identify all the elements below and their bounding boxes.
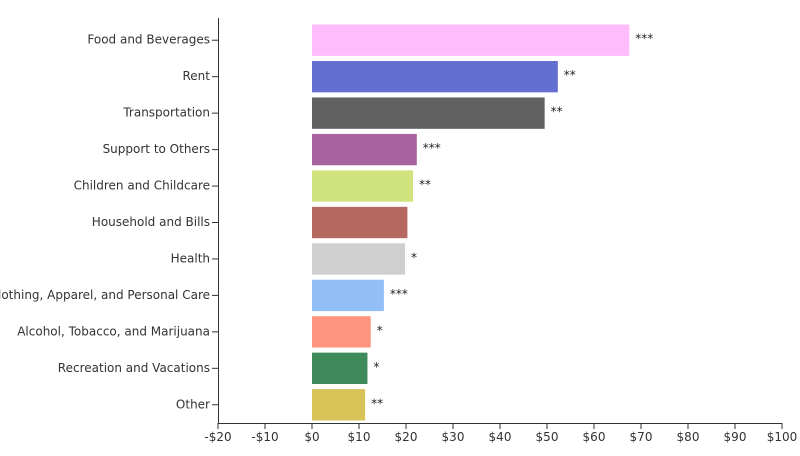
bar [312, 389, 366, 421]
bar [312, 24, 630, 56]
significance-label: ** [419, 178, 431, 192]
x-tick-label: $100 [767, 430, 798, 444]
category-label: Transportation [122, 106, 210, 120]
category-label: Other [176, 397, 210, 411]
bar [312, 97, 545, 129]
significance-label: * [373, 360, 379, 374]
category-label: Recreation and Vacations [58, 361, 210, 375]
bar [312, 61, 558, 93]
bar [312, 352, 368, 384]
category-label: Children and Childcare [74, 179, 210, 193]
x-tick-label: $0 [304, 430, 319, 444]
significance-label: * [377, 323, 383, 337]
y-axis: Food and Beverages Rent Transportation Supp… [0, 18, 219, 423]
bar [312, 316, 371, 348]
significance-label: ** [371, 396, 383, 410]
x-tick-label: $30 [442, 430, 465, 444]
x-tick-label: $10 [348, 430, 371, 444]
category-label: Household and Bills [92, 215, 210, 229]
bar [312, 243, 406, 275]
category-label: Clothing, Apparel, and Personal Care [0, 288, 210, 302]
significance-group: ******************** [371, 32, 653, 411]
bar [312, 206, 408, 239]
significance-label: *** [390, 287, 408, 301]
x-tick-label: -$20 [204, 430, 231, 444]
bar [312, 170, 414, 202]
significance-label: ** [564, 68, 576, 82]
x-tick-label: $90 [724, 430, 747, 444]
significance-label: *** [635, 32, 653, 46]
x-tick-label: $50 [536, 430, 559, 444]
x-tick-label: $20 [395, 430, 418, 444]
x-tick-label: -$10 [251, 430, 278, 444]
bars-group [312, 24, 630, 421]
x-tick-label: $40 [489, 430, 512, 444]
x-axis: -$20 -$10 $0 $10 $20 $30 $40 $50 $60 $70 $80 $90 $10… [204, 423, 797, 444]
bar [312, 133, 417, 166]
bar [312, 279, 384, 312]
category-label: Support to Others [103, 142, 210, 156]
significance-label: ** [551, 105, 563, 119]
category-label: Alcohol, Tobacco, and Marijuana [17, 324, 210, 338]
significance-label: *** [423, 141, 441, 155]
category-label: Health [171, 251, 210, 265]
category-label: Food and Beverages [87, 33, 210, 47]
x-tick-label: $70 [630, 430, 653, 444]
x-tick-label: $80 [677, 430, 700, 444]
significance-label: * [411, 250, 417, 264]
x-tick-label: $60 [583, 430, 606, 444]
category-label: Rent [183, 69, 211, 83]
